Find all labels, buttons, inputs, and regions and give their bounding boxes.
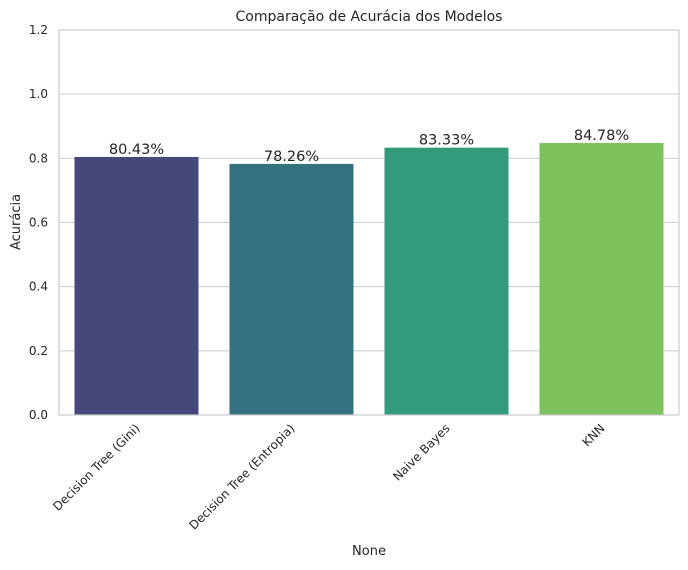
- x-axis-label: None: [352, 544, 386, 559]
- x-tick-label: Decision Tree (Entropia): [186, 421, 297, 532]
- bar: [384, 147, 509, 415]
- chart-title: Comparação de Acurácia dos Modelos: [236, 9, 503, 25]
- y-tick-label: 0.2: [29, 344, 48, 358]
- y-tick-labels: 0.0 0.2 0.4 0.6 0.8 1.0 1.2: [29, 23, 48, 422]
- bar-value-label: 80.43%: [109, 142, 164, 158]
- bar: [74, 156, 199, 416]
- bars: [74, 142, 664, 416]
- plot-frame: [58, 29, 680, 416]
- axes-frame: [58, 29, 680, 416]
- bar-value-label: 84.78%: [574, 128, 629, 144]
- x-tick-label: Decision Tree (Gini): [50, 421, 142, 513]
- bar-value-labels: 80.43% 78.26% 83.33% 84.78%: [109, 128, 629, 165]
- bar-value-label: 78.26%: [264, 149, 319, 165]
- bar: [539, 142, 664, 415]
- bar-value-label: 83.33%: [419, 133, 474, 149]
- y-tick-label: 1.2: [29, 23, 48, 37]
- y-tick-label: 0.8: [29, 151, 48, 165]
- bar: [229, 163, 354, 415]
- x-tick-label: KNN: [579, 421, 607, 449]
- y-tick-label: 0.6: [29, 216, 48, 230]
- x-tick-labels: Decision Tree (Gini) Decision Tree (Entro…: [50, 421, 607, 532]
- y-tick-label: 0.0: [29, 408, 48, 422]
- y-axis-label: Acurácia: [9, 194, 24, 250]
- y-tick-label: 1.0: [29, 87, 48, 101]
- x-tick-label: Naive Bayes: [390, 421, 452, 483]
- y-tick-label: 0.4: [29, 280, 48, 294]
